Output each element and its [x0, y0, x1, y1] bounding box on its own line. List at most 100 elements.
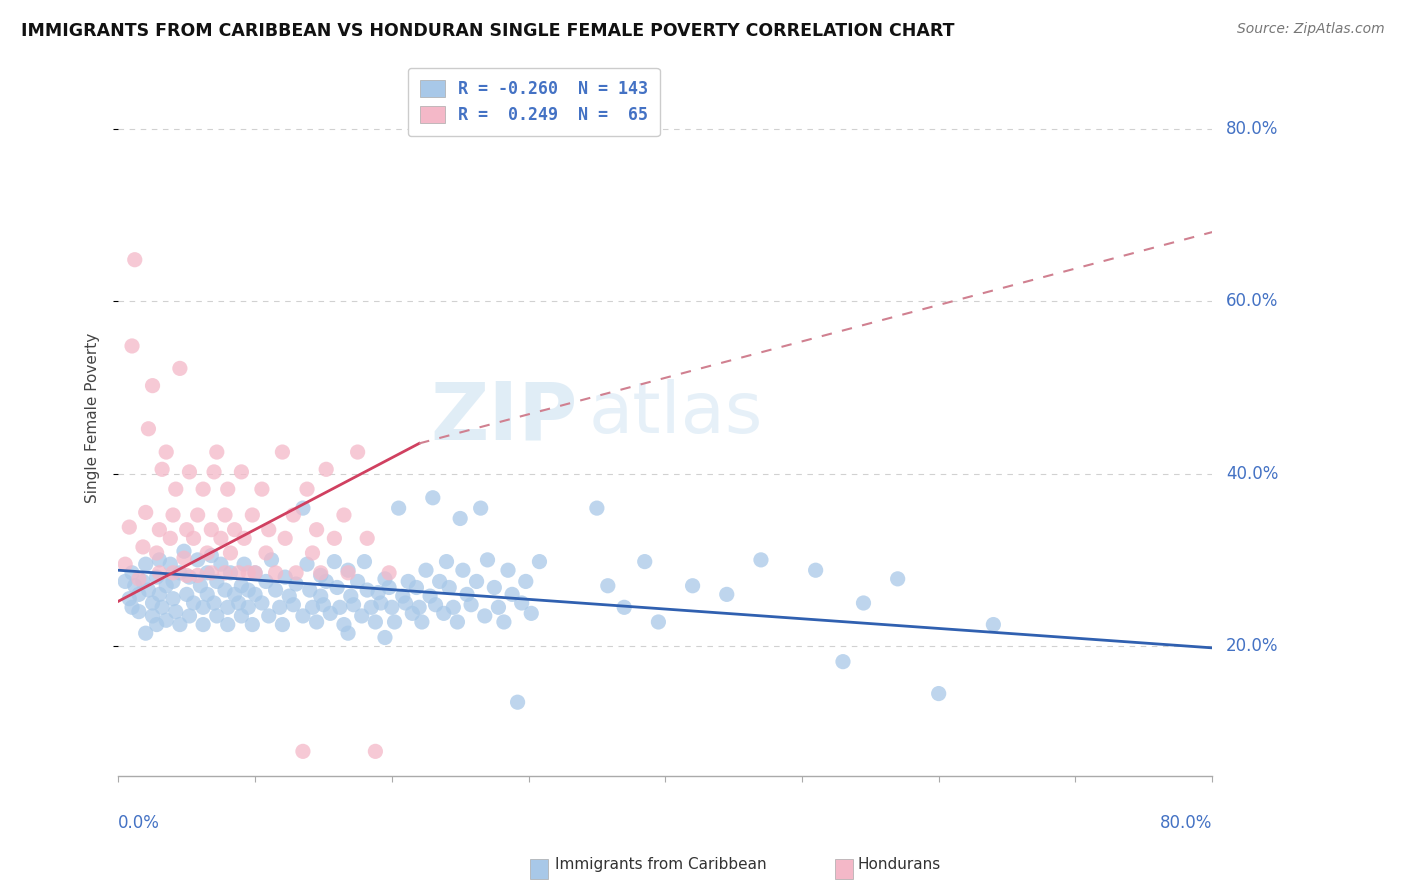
Text: 60.0%: 60.0%	[1226, 292, 1278, 310]
Point	[405, 581, 427, 595]
Point	[446, 615, 468, 629]
Point	[520, 607, 543, 621]
Point	[488, 600, 510, 615]
Point	[264, 583, 287, 598]
Point	[135, 626, 157, 640]
Text: Immigrants from Caribbean: Immigrants from Caribbean	[555, 857, 768, 872]
Point	[132, 574, 155, 589]
Point	[449, 511, 471, 525]
Point	[415, 563, 437, 577]
Point	[749, 553, 772, 567]
Point	[191, 482, 214, 496]
Point	[350, 609, 373, 624]
Point	[165, 482, 187, 496]
Point	[159, 531, 181, 545]
Point	[326, 581, 349, 595]
Point	[148, 553, 170, 567]
Point	[283, 508, 305, 522]
Point	[295, 557, 318, 571]
Point	[309, 568, 332, 582]
Point	[179, 570, 201, 584]
Point	[228, 596, 250, 610]
Point	[200, 566, 222, 580]
Text: 40.0%: 40.0%	[1226, 465, 1278, 483]
Text: Source: ZipAtlas.com: Source: ZipAtlas.com	[1237, 22, 1385, 37]
Point	[274, 531, 297, 545]
Point	[183, 596, 205, 610]
Point	[832, 655, 855, 669]
Point	[169, 617, 191, 632]
Point	[200, 549, 222, 563]
Point	[381, 600, 404, 615]
Point	[401, 607, 423, 621]
Point	[205, 445, 228, 459]
Point	[291, 609, 314, 624]
Point	[195, 587, 218, 601]
Point	[271, 445, 294, 459]
Point	[250, 482, 273, 496]
Point	[613, 600, 636, 615]
Point	[396, 574, 419, 589]
Point	[205, 574, 228, 589]
Text: 80.0%: 80.0%	[1226, 120, 1278, 137]
Point	[257, 609, 280, 624]
Point	[219, 566, 242, 580]
Point	[716, 587, 738, 601]
Point	[173, 551, 195, 566]
Point	[501, 587, 523, 601]
Point	[439, 581, 461, 595]
Point	[374, 631, 396, 645]
Point	[141, 378, 163, 392]
Point	[295, 482, 318, 496]
Point	[278, 589, 301, 603]
Point	[231, 465, 253, 479]
Point	[346, 574, 368, 589]
Point	[187, 568, 209, 582]
Point	[388, 501, 411, 516]
Point	[264, 566, 287, 580]
Point	[233, 531, 256, 545]
Point	[200, 523, 222, 537]
Point	[422, 491, 444, 505]
Point	[176, 523, 198, 537]
Point	[370, 596, 392, 610]
Point	[301, 546, 323, 560]
Point	[364, 615, 387, 629]
Point	[155, 613, 177, 627]
Point	[419, 589, 441, 603]
Point	[138, 583, 160, 598]
Point	[285, 577, 308, 591]
Point	[356, 583, 378, 598]
Point	[121, 339, 143, 353]
Point	[529, 555, 551, 569]
Point	[173, 544, 195, 558]
Point	[312, 598, 335, 612]
Point	[243, 587, 266, 601]
Point	[319, 607, 342, 621]
Point	[243, 566, 266, 580]
Text: IMMIGRANTS FROM CARIBBEAN VS HONDURAN SINGLE FEMALE POVERTY CORRELATION CHART: IMMIGRANTS FROM CARIBBEAN VS HONDURAN SI…	[21, 22, 955, 40]
Point	[477, 553, 499, 567]
Point	[301, 600, 323, 615]
Point	[983, 617, 1005, 632]
Point	[333, 617, 356, 632]
Point	[195, 546, 218, 560]
Point	[150, 600, 173, 615]
Point	[492, 615, 515, 629]
Point	[243, 566, 266, 580]
Point	[260, 553, 283, 567]
Point	[433, 607, 456, 621]
Point	[254, 574, 277, 589]
Point	[179, 465, 201, 479]
Point	[315, 462, 337, 476]
Point	[141, 596, 163, 610]
Point	[169, 566, 191, 580]
Point	[515, 574, 537, 589]
Point	[484, 581, 506, 595]
Point	[886, 572, 908, 586]
Point	[141, 609, 163, 624]
Point	[496, 563, 519, 577]
Point	[205, 609, 228, 624]
Point	[928, 687, 950, 701]
Point	[214, 508, 236, 522]
